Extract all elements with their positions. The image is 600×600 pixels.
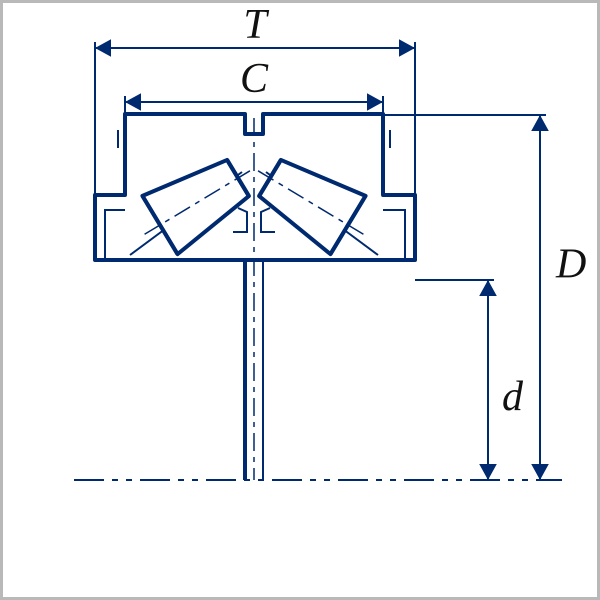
label-T: T [243,2,269,48]
label-C: C [240,56,269,102]
bearing-cross-section-diagram: TC Dd [0,0,600,600]
label-D: D [555,242,586,288]
label-d: d [502,374,524,420]
